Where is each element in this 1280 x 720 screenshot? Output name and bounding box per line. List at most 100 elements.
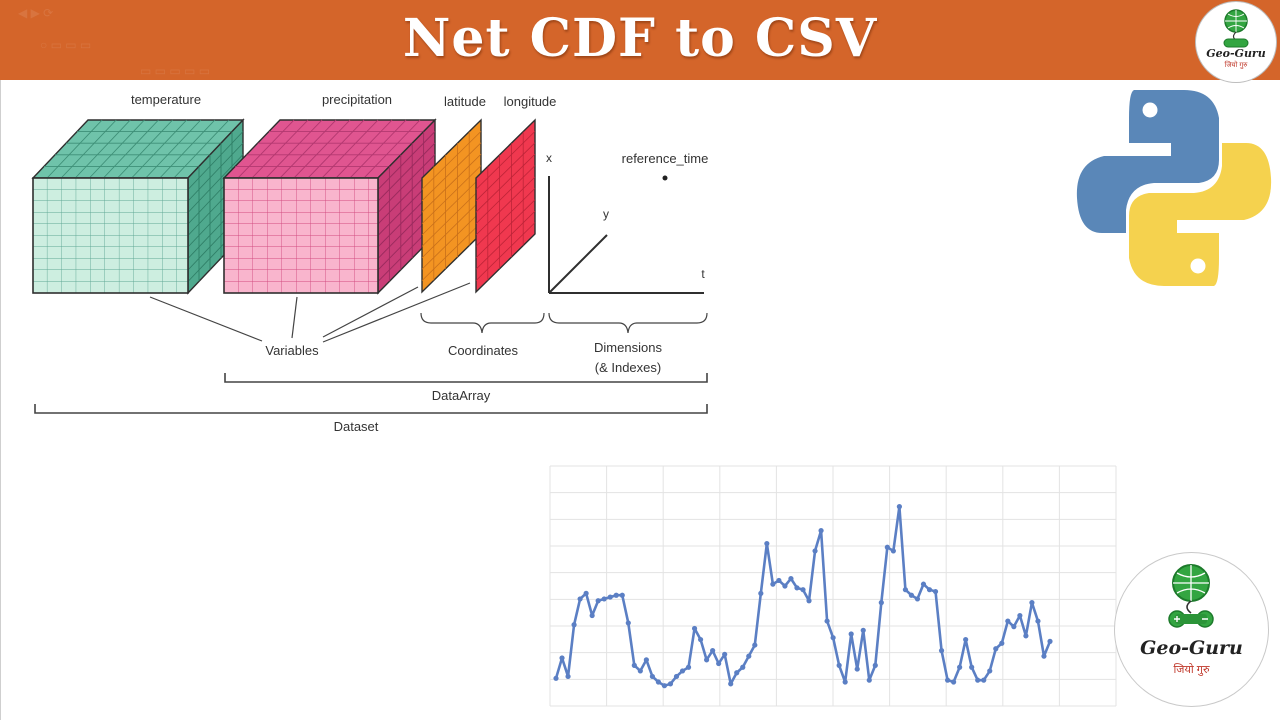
python-logo-yellow-snake (1129, 143, 1272, 286)
chart-data-point (607, 594, 613, 600)
chart-data-point (872, 662, 878, 668)
dimensions-axes (548, 176, 704, 294)
logo-name: Geo-Guru (1206, 47, 1266, 60)
chart-data-point (752, 642, 758, 648)
chart-data-point (728, 681, 734, 687)
chart-data-point (866, 677, 872, 683)
chart-data-point (957, 664, 963, 670)
chart-data-point (704, 657, 710, 663)
chart-data-point (764, 540, 770, 547)
chart-data-point (571, 622, 577, 628)
chart-data-point (1005, 618, 1011, 624)
chart-data-point (902, 587, 909, 593)
dataset-label: Dataset (334, 419, 379, 434)
chart-data-point (740, 664, 746, 670)
chart-data-point (649, 673, 655, 680)
python-logo-yellow-eye (1190, 258, 1206, 274)
longitude-plane-grid (475, 131, 536, 281)
indexes-label: (& Indexes) (595, 360, 661, 375)
longitude-label: longitude (504, 94, 557, 109)
chart-data-point (685, 664, 692, 670)
coordinates-label: Coordinates (448, 343, 519, 358)
data-array-bracket (224, 373, 708, 383)
chart-data-point (758, 590, 764, 596)
chart-data-point (800, 587, 806, 593)
chart-data-point (981, 677, 987, 683)
chart-data-point (631, 662, 637, 668)
chart-data-point (987, 668, 993, 674)
chart-data-point (667, 681, 674, 687)
python-logo-blue-eye (1142, 102, 1158, 118)
chart-data-point (926, 587, 933, 593)
chart-data-point (884, 544, 890, 550)
precipitation-front-grid (223, 177, 379, 294)
coordinates-brace (420, 312, 545, 334)
precipitation-top-grid (235, 119, 423, 179)
chart-data-point (1011, 624, 1017, 630)
temperature-top-grid (44, 119, 232, 179)
chart-data-point (655, 679, 662, 685)
chart-data-point (975, 677, 981, 683)
page-title: Net CDF to CSV (402, 8, 878, 69)
chart-data-point (673, 673, 680, 680)
chart-data-point (878, 600, 884, 606)
chart-data-point (951, 679, 957, 685)
chart-data-point (679, 668, 686, 674)
chart-data-point (908, 592, 915, 598)
reference-time-point (662, 175, 668, 181)
variables-label: Variables (265, 343, 319, 358)
logo-tagline: जियो गुरु (1224, 62, 1248, 69)
chart-data-point (963, 636, 969, 643)
chart-data-point (830, 635, 836, 641)
chart-data-point (914, 596, 921, 602)
precipitation-label: precipitation (322, 92, 392, 107)
chart-data-point (848, 631, 854, 637)
temperature-cube (31, 118, 245, 295)
precipitation-cube (222, 118, 437, 295)
chart-data-point (1035, 618, 1041, 624)
latitude-plane-grid (421, 131, 482, 281)
title-banner: ◀ ▶ ⟳ ○ ▭ ▭ ▭ ▭ ▭ ▭ ▭ ▭ (0, 0, 1280, 80)
chart-data-point (559, 655, 565, 661)
chart-data-point (896, 504, 902, 510)
chart-data-point (770, 581, 776, 587)
chart-data-point (643, 657, 649, 663)
dimensions-label: Dimensions (594, 340, 662, 355)
chart-data-point (788, 576, 794, 582)
chart-data-point (595, 598, 601, 604)
longitude-plane (475, 118, 536, 294)
chart-data-point (637, 668, 643, 674)
dimensions-brace (548, 312, 708, 334)
data-array-label: DataArray (432, 388, 491, 403)
chart-data-point (969, 664, 975, 670)
chart-data-point (710, 648, 716, 654)
chart-data-point (932, 588, 939, 595)
temperature-front-grid (32, 177, 189, 294)
chart-data-point (589, 612, 595, 619)
chart-data-point (944, 677, 951, 683)
chart-data-point (1047, 638, 1053, 644)
netcdf-data-model-diagram: temperature precipitation latitude longi… (31, 92, 709, 434)
chart-data-point (993, 646, 999, 652)
logo-tagline: जियो गुरु (1173, 664, 1210, 676)
chart-data-point (716, 660, 722, 667)
chart-data-point (661, 683, 668, 689)
chart-data-point (794, 585, 800, 591)
globe-joystick-icon (1168, 564, 1214, 628)
chart-data-point (697, 636, 704, 643)
chart-data-point (1041, 653, 1047, 659)
python-logo-blue-snake (1076, 90, 1219, 233)
chart-data-point (583, 590, 589, 596)
chart-data-point (1023, 633, 1029, 639)
chart-data-point (625, 620, 631, 626)
left-border (0, 80, 1, 720)
chart-data-point (553, 675, 559, 681)
chart-data-point (577, 596, 583, 602)
chart-data-point (860, 627, 866, 633)
reference-time-label: reference_time (622, 151, 709, 166)
chart-data-point (691, 625, 698, 632)
geo-guru-logo-top: Geo-Guru जियो गुरु (1196, 2, 1276, 82)
python-logo (1076, 90, 1272, 286)
dataset-bracket (34, 404, 708, 414)
chart-data-point (722, 651, 728, 657)
